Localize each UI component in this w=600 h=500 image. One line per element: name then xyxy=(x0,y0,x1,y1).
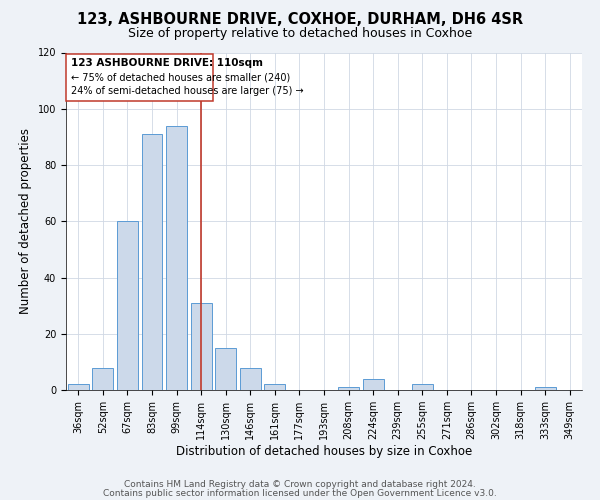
Bar xyxy=(412,384,433,390)
Text: 123, ASHBOURNE DRIVE, COXHOE, DURHAM, DH6 4SR: 123, ASHBOURNE DRIVE, COXHOE, DURHAM, DH… xyxy=(77,12,523,28)
Bar xyxy=(92,368,113,390)
Bar xyxy=(362,379,383,390)
Bar xyxy=(535,387,556,390)
Bar xyxy=(68,384,89,390)
Text: ← 75% of detached houses are smaller (240): ← 75% of detached houses are smaller (24… xyxy=(71,72,290,83)
Text: Size of property relative to detached houses in Coxhoe: Size of property relative to detached ho… xyxy=(128,28,472,40)
X-axis label: Distribution of detached houses by size in Coxhoe: Distribution of detached houses by size … xyxy=(176,445,472,458)
Y-axis label: Number of detached properties: Number of detached properties xyxy=(19,128,32,314)
Text: 123 ASHBOURNE DRIVE: 110sqm: 123 ASHBOURNE DRIVE: 110sqm xyxy=(71,58,263,68)
Bar xyxy=(240,368,261,390)
Bar xyxy=(265,384,286,390)
Bar xyxy=(117,221,138,390)
Text: Contains public sector information licensed under the Open Government Licence v3: Contains public sector information licen… xyxy=(103,488,497,498)
Bar xyxy=(166,126,187,390)
Bar xyxy=(338,387,359,390)
Bar xyxy=(215,348,236,390)
Text: 24% of semi-detached houses are larger (75) →: 24% of semi-detached houses are larger (… xyxy=(71,86,304,97)
Bar xyxy=(142,134,163,390)
Text: Contains HM Land Registry data © Crown copyright and database right 2024.: Contains HM Land Registry data © Crown c… xyxy=(124,480,476,489)
Bar xyxy=(191,303,212,390)
FancyBboxPatch shape xyxy=(66,54,213,102)
